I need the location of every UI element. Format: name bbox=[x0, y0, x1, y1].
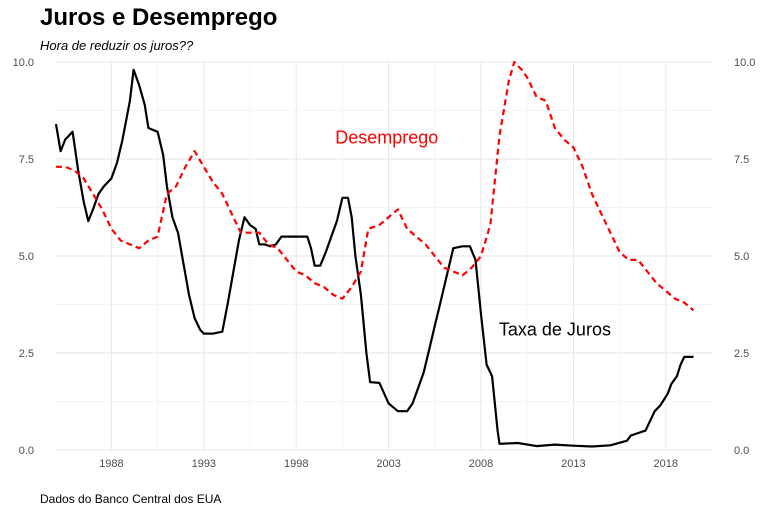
series-label: Desemprego bbox=[335, 127, 438, 147]
chart-caption: Dados do Banco Central dos EUA bbox=[40, 492, 222, 506]
axis-tick-labels: 0.0 0.0 2.5 2.5 5.0 5.0 7.5 7.5 10.0 10.0 1988 1993… bbox=[13, 57, 756, 470]
y-tick-label-left: 2.5 bbox=[19, 348, 34, 360]
series-label: Taxa de Juros bbox=[499, 320, 611, 340]
grid-lines bbox=[56, 61, 712, 451]
y-tick-label-left: 10.0 bbox=[13, 57, 34, 69]
y-tick-label-right: 5.0 bbox=[734, 251, 749, 263]
y-tick-label-right: 0.0 bbox=[734, 445, 749, 457]
x-tick-label: 1988 bbox=[99, 458, 123, 470]
y-tick-label-right: 7.5 bbox=[734, 154, 749, 166]
x-tick-label: 2008 bbox=[469, 458, 493, 470]
y-tick-label-right: 2.5 bbox=[734, 348, 749, 360]
y-tick-label-left: 5.0 bbox=[19, 251, 34, 263]
x-tick-label: 1998 bbox=[284, 458, 308, 470]
x-tick-label: 2003 bbox=[376, 458, 400, 470]
chart-title: Juros e Desemprego bbox=[40, 4, 278, 31]
series-labels: Taxa de Juros Desemprego bbox=[335, 127, 611, 339]
y-tick-label-left: 7.5 bbox=[19, 154, 34, 166]
series-lines bbox=[54, 60, 695, 448]
chart-subtitle: Hora de reduzir os juros?? bbox=[40, 38, 194, 53]
x-tick-label: 2018 bbox=[654, 458, 678, 470]
x-tick-label: 1993 bbox=[192, 458, 216, 470]
series-line-taxa-de-juros bbox=[54, 68, 694, 448]
y-tick-label-left: 0.0 bbox=[19, 445, 34, 457]
y-tick-label-right: 10.0 bbox=[734, 57, 755, 69]
x-tick-label: 2013 bbox=[561, 458, 585, 470]
series-line-desemprego bbox=[56, 60, 695, 312]
